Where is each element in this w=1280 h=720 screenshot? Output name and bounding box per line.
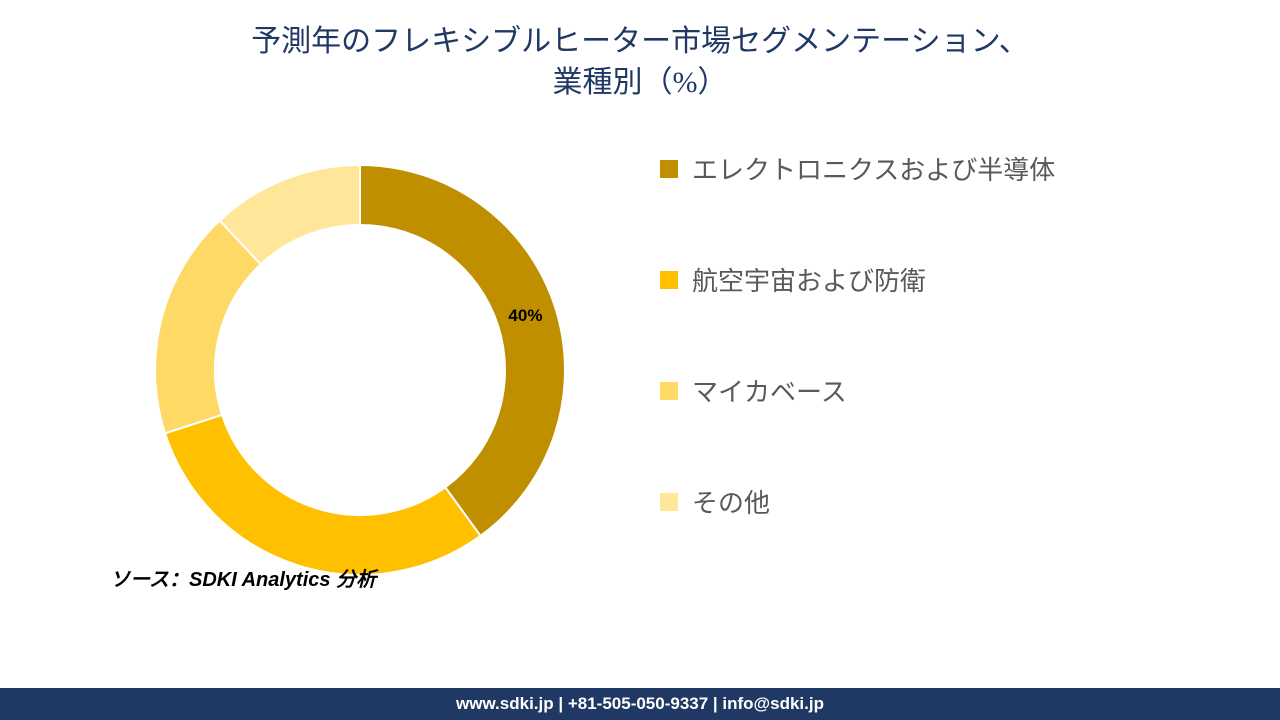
legend-label: 航空宇宙および防衛	[692, 261, 926, 298]
legend-label: マイカベース	[692, 372, 847, 409]
donut-slice-2	[155, 221, 261, 434]
donut-svg	[140, 150, 580, 590]
legend-item: エレクトロニクスおよび半導体	[660, 150, 1240, 187]
chart-title-line2: 業種別（%）	[0, 63, 1280, 104]
footer-bar: www.sdki.jp | +81-505-050-9337 | info@sd…	[0, 688, 1280, 720]
donut-slice-1	[165, 415, 480, 575]
slice-value-label: 40%	[508, 306, 542, 326]
legend-swatch	[660, 493, 678, 511]
legend-label: その他	[692, 483, 770, 520]
chart-title: 予測年のフレキシブルヒーター市場セグメンテーション、 業種別（%）	[0, 0, 1280, 103]
chart-title-line1: 予測年のフレキシブルヒーター市場セグメンテーション、	[0, 22, 1280, 63]
legend: エレクトロニクスおよび半導体航空宇宙および防衛マイカベースその他	[660, 150, 1240, 594]
content-area: 40% エレクトロニクスおよび半導体航空宇宙および防衛マイカベースその他 ソース…	[0, 120, 1280, 650]
legend-item: 航空宇宙および防衛	[660, 261, 1240, 298]
donut-chart: 40%	[140, 150, 580, 590]
legend-swatch	[660, 382, 678, 400]
page-root: 予測年のフレキシブルヒーター市場セグメンテーション、 業種別（%） 40% エレ…	[0, 0, 1280, 720]
legend-item: マイカベース	[660, 372, 1240, 409]
footer-text: www.sdki.jp | +81-505-050-9337 | info@sd…	[456, 694, 824, 713]
legend-item: その他	[660, 483, 1240, 520]
legend-label: エレクトロニクスおよび半導体	[692, 150, 1055, 187]
legend-swatch	[660, 160, 678, 178]
source-attribution: ソース：SDKI Analytics 分析	[110, 563, 376, 592]
donut-slice-0	[360, 165, 565, 536]
legend-swatch	[660, 271, 678, 289]
